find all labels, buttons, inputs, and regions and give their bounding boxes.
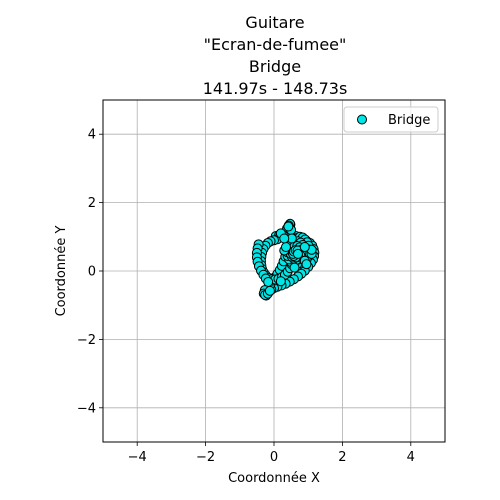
y-tick-label: 2: [88, 196, 96, 211]
chart-title-line-2: "Ecran-de-fumee": [204, 35, 347, 54]
scatter-point: [299, 242, 310, 253]
scatter-points: [251, 218, 320, 301]
y-tick-label: −2: [77, 333, 96, 348]
x-tick-label: 0: [270, 450, 278, 465]
axis-ticks: −4 −2 0 2 4 −4 −2 0 2 4: [77, 128, 415, 465]
scatter-point: [283, 221, 294, 232]
y-axis-label: Coordonnée Y: [54, 226, 69, 317]
x-tick-label: −4: [128, 450, 147, 465]
x-tick-label: 2: [338, 450, 346, 465]
scatter-point: [275, 276, 286, 287]
scatter-point: [292, 248, 303, 259]
chart-title-line-3: Bridge: [249, 57, 301, 76]
y-tick-label: 4: [88, 128, 96, 143]
x-axis-label: Coordonnée X: [228, 471, 320, 486]
x-tick-label: −2: [196, 450, 215, 465]
legend-marker-bridge: [357, 114, 367, 125]
scatter-point: [263, 276, 274, 287]
scatter-point: [264, 285, 275, 296]
scatter-point: [279, 233, 290, 244]
scatter-point: [289, 262, 300, 273]
chart-title-line-1: Guitare: [245, 13, 304, 32]
x-tick-label: 4: [407, 450, 415, 465]
y-tick-label: 0: [88, 265, 96, 280]
legend-label-bridge: Bridge: [388, 113, 430, 128]
y-tick-label: −4: [77, 401, 96, 416]
scatter-point: [301, 259, 312, 270]
scatter-point: [280, 242, 291, 253]
chart-title-line-4: 141.97s - 148.73s: [203, 79, 348, 98]
legend-box: [343, 106, 439, 133]
legend: Bridge: [343, 106, 439, 133]
